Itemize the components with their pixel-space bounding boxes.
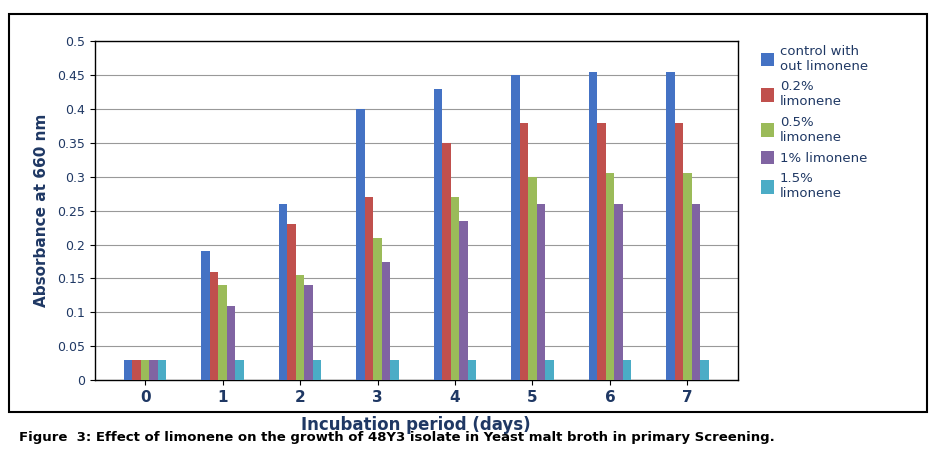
Bar [305, 285, 313, 380]
Bar [433, 89, 442, 380]
Bar [683, 174, 692, 380]
Bar [545, 360, 553, 380]
X-axis label: Incubation period (days): Incubation period (days) [302, 416, 531, 434]
Bar [219, 285, 227, 380]
Bar [365, 197, 374, 380]
Bar [597, 123, 605, 380]
Bar [666, 72, 674, 380]
Bar [279, 204, 288, 380]
Bar [588, 72, 597, 380]
Bar [614, 204, 622, 380]
Bar [296, 275, 305, 380]
Bar [674, 123, 683, 380]
Bar [236, 360, 244, 380]
Legend: control with
out limonene, 0.2%
limonene, 0.5%
limonene, 1% limonene, 1.5%
limon: control with out limonene, 0.2% limonene… [758, 41, 872, 204]
Bar [201, 251, 210, 380]
Bar [374, 238, 382, 380]
Bar [288, 224, 296, 380]
Bar [124, 360, 132, 380]
Bar [442, 143, 450, 380]
Bar [459, 221, 467, 380]
Bar [357, 109, 365, 380]
Bar [467, 360, 476, 380]
Bar [519, 123, 528, 380]
Bar [141, 360, 149, 380]
Bar [158, 360, 166, 380]
Bar [536, 204, 545, 380]
Bar [132, 360, 141, 380]
Bar [700, 360, 709, 380]
Text: Figure  3: Effect of limonene on the growth of 48Y3 isolate in Yeast malt broth : Figure 3: Effect of limonene on the grow… [19, 431, 775, 444]
Bar [210, 272, 219, 380]
Bar [313, 360, 322, 380]
Bar [605, 174, 614, 380]
Bar [149, 360, 158, 380]
Bar [382, 262, 391, 380]
Bar [511, 75, 519, 380]
Bar [622, 360, 631, 380]
Bar [450, 197, 459, 380]
Bar [692, 204, 700, 380]
Y-axis label: Absorbance at 660 nm: Absorbance at 660 nm [33, 114, 48, 307]
Bar [227, 305, 236, 380]
Bar [391, 360, 399, 380]
Bar [528, 177, 536, 380]
